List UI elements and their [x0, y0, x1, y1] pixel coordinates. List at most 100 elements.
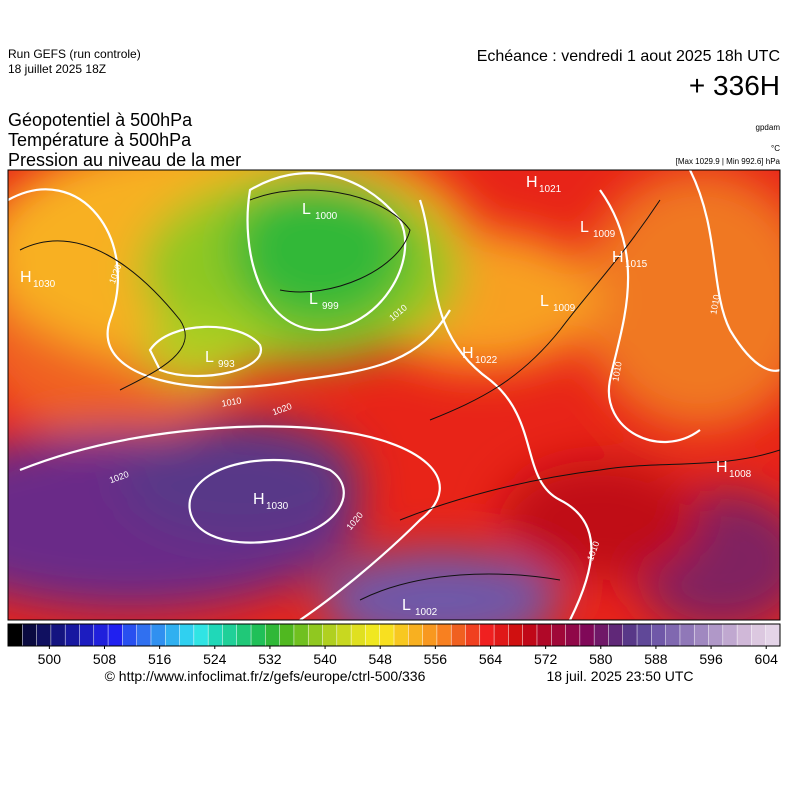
- colorbar-cell: [307, 623, 324, 647]
- colorbar-tick-label: 540: [313, 651, 337, 667]
- pressure-center-kind: L: [205, 349, 214, 366]
- pressure-center-kind: L: [309, 291, 318, 308]
- pressure-center-value: 1030: [266, 501, 289, 512]
- colorbar-tick-label: 556: [424, 651, 448, 667]
- colorbar-cell: [536, 623, 553, 647]
- colorbar-cell: [79, 623, 95, 647]
- pressure-center-value: 1002: [415, 607, 438, 618]
- colorbar-cell: [450, 623, 467, 647]
- pressure-center-value: 1015: [625, 259, 648, 270]
- isobar-label: 1010: [610, 361, 623, 382]
- pressure-center-value: 1009: [553, 303, 576, 314]
- colorbar-tick-label: 596: [699, 651, 723, 667]
- pressure-center-value: 1022: [475, 355, 498, 366]
- field-title: Température à 500hPa: [8, 130, 192, 150]
- colorbar-cell: [122, 623, 138, 647]
- colorbar-cell: [7, 623, 24, 647]
- colorbar-cell: [765, 623, 781, 647]
- colorbar-frame: [7, 623, 781, 647]
- lead-time: + 336H: [689, 70, 780, 101]
- run-date: 18 juillet 2025 18Z: [8, 62, 106, 76]
- colorbar-cell: [551, 623, 567, 647]
- colorbar-cell: [179, 623, 195, 647]
- map: [8, 170, 780, 620]
- colorbar-cell: [579, 623, 595, 647]
- pressure-center-kind: H: [462, 345, 474, 362]
- colorbar-cell: [393, 623, 410, 647]
- pressure-center-kind: H: [612, 249, 624, 266]
- colorbar-tick-label: 508: [93, 651, 117, 667]
- field-title: Géopotentiel à 500hPa: [8, 110, 193, 130]
- colorbar-cell: [622, 623, 638, 647]
- unit: [Max 1029.9 | Min 992.6] hPa: [676, 157, 781, 166]
- run-name: Run GEFS (run controle): [8, 47, 141, 61]
- colorbar-cell: [193, 623, 209, 647]
- colorbar-cell: [493, 623, 510, 647]
- pressure-center-kind: L: [540, 293, 549, 310]
- pressure-center-kind: H: [20, 269, 32, 286]
- colorbar-cell: [636, 623, 653, 647]
- colorbar-cell: [136, 623, 152, 647]
- pressure-center-value: 993: [218, 359, 235, 370]
- colorbar-cell: [479, 623, 495, 647]
- colorbar-cell: [736, 623, 753, 647]
- colorbar-cell: [593, 623, 610, 647]
- colorbar-cell: [465, 623, 481, 647]
- pressure-center-kind: H: [716, 459, 728, 476]
- pressure-center-kind: H: [253, 491, 265, 508]
- colorbar-cell: [22, 623, 38, 647]
- pressure-center-value: 999: [322, 301, 339, 312]
- colorbar-tick-label: 564: [479, 651, 503, 667]
- colorbar-cell: [708, 623, 724, 647]
- colorbar-cell: [565, 623, 581, 647]
- unit: °C: [771, 144, 780, 153]
- isobar-label: 1010: [708, 294, 721, 315]
- colorbar-cell: [50, 623, 66, 647]
- colorbar-tick-label: 580: [589, 651, 613, 667]
- colorbar-cell: [508, 623, 524, 647]
- colorbar: 500 508 516 524 532 540 548 556 564 572 580 588 596 6…: [7, 623, 781, 667]
- colorbar-cell: [150, 623, 167, 647]
- colorbar-cell: [36, 623, 52, 647]
- pressure-center-kind: L: [302, 201, 311, 218]
- colorbar-cell: [64, 623, 81, 647]
- isobar-label: 1010: [221, 395, 242, 408]
- colorbar-tick-label: 516: [148, 651, 172, 667]
- map-frame: [7, 169, 781, 621]
- colorbar-cell: [293, 623, 309, 647]
- pressure-center-value: 1009: [593, 229, 616, 240]
- colorbar-tick-label: 604: [755, 651, 779, 667]
- colorbar-cell: [665, 623, 681, 647]
- colorbar-cell: [165, 623, 181, 647]
- colorbar-cell: [265, 623, 281, 647]
- colorbar-tick-label: 572: [534, 651, 558, 667]
- colorbar-cell: [651, 623, 667, 647]
- colorbar-tick-label: 532: [258, 651, 282, 667]
- colorbar-cell: [350, 623, 367, 647]
- pressure-center-kind: L: [580, 219, 589, 236]
- colorbar-cell: [107, 623, 124, 647]
- colorbar-cell: [608, 623, 624, 647]
- field-title: Pression au niveau de la mer: [8, 150, 241, 170]
- colorbar-cell: [236, 623, 252, 647]
- colorbar-tick-label: 524: [203, 651, 227, 667]
- source: © http://www.infoclimat.fr/z/gefs/europe…: [105, 668, 426, 684]
- pressure-center-kind: H: [526, 174, 538, 191]
- colorbar-cell: [722, 623, 738, 647]
- colorbar-cell: [222, 623, 238, 647]
- pressure-center-kind: L: [402, 597, 411, 614]
- pressure-center-value: 1008: [729, 469, 752, 480]
- colorbar-cell: [422, 623, 438, 647]
- pressure-center-value: 1000: [315, 211, 338, 222]
- colorbar-tick-label: 500: [38, 651, 62, 667]
- colorbar-cell: [679, 623, 695, 647]
- valid-time: Echéance : vendredi 1 aout 2025 18h UTC: [477, 48, 780, 65]
- colorbar-cell: [207, 623, 224, 647]
- colorbar-cell: [379, 623, 395, 647]
- generated-time: 18 juil. 2025 23:50 UTC: [546, 668, 693, 684]
- unit: gpdam: [756, 123, 781, 132]
- colorbar-tick-label: 548: [369, 651, 393, 667]
- colorbar-cell: [279, 623, 295, 647]
- colorbar-cell: [408, 623, 424, 647]
